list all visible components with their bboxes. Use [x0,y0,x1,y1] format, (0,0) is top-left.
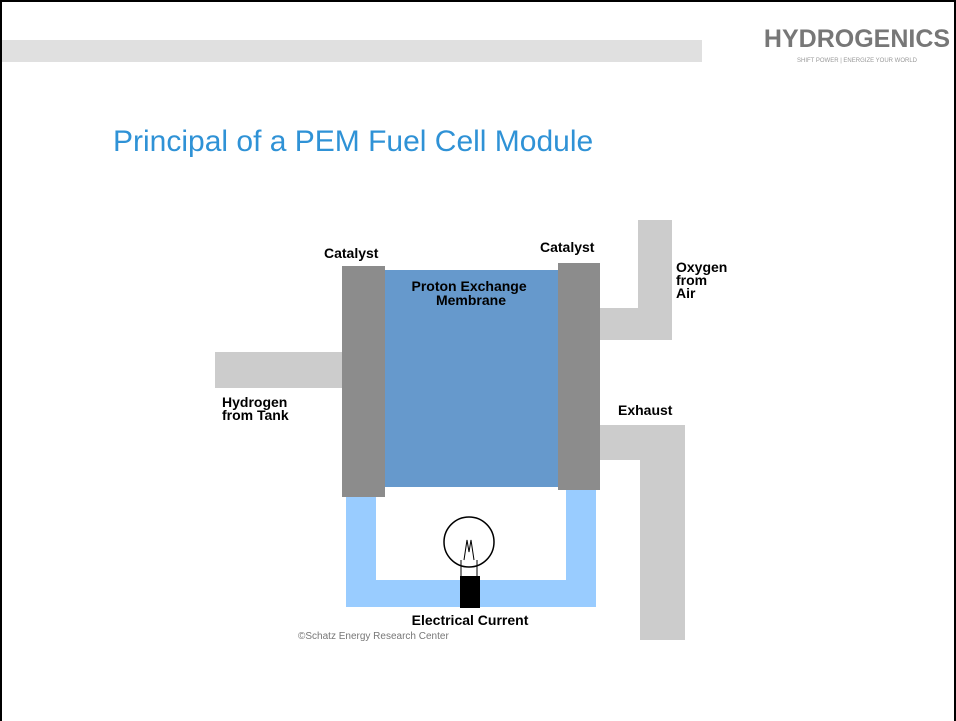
hydrogen-label: Hydrogen from Tank [222,394,291,423]
credit: ©Schatz Energy Research Center [298,631,449,642]
catalyst-label: Catalyst [324,245,379,261]
exhaust-label: Exhaust [618,402,673,418]
header-bar [2,40,702,62]
catalyst-right [558,263,600,490]
slide: HYDROGENICS SHIFT POWER | ENERGIZE YOUR … [0,0,956,721]
hydrogen-pipe [215,352,345,388]
catalyst-left [342,266,385,497]
catalyst-label: Catalyst [540,239,595,255]
current-label: Electrical Current [412,612,529,628]
tagline: SHIFT POWER | ENERGIZE YOUR WORLD [797,58,918,64]
slide-title: Principal of a PEM Fuel Cell Module [113,125,593,158]
logo: HYDROGENICS [764,25,950,53]
bulb-base [460,576,480,608]
bulb-glass [444,517,494,567]
